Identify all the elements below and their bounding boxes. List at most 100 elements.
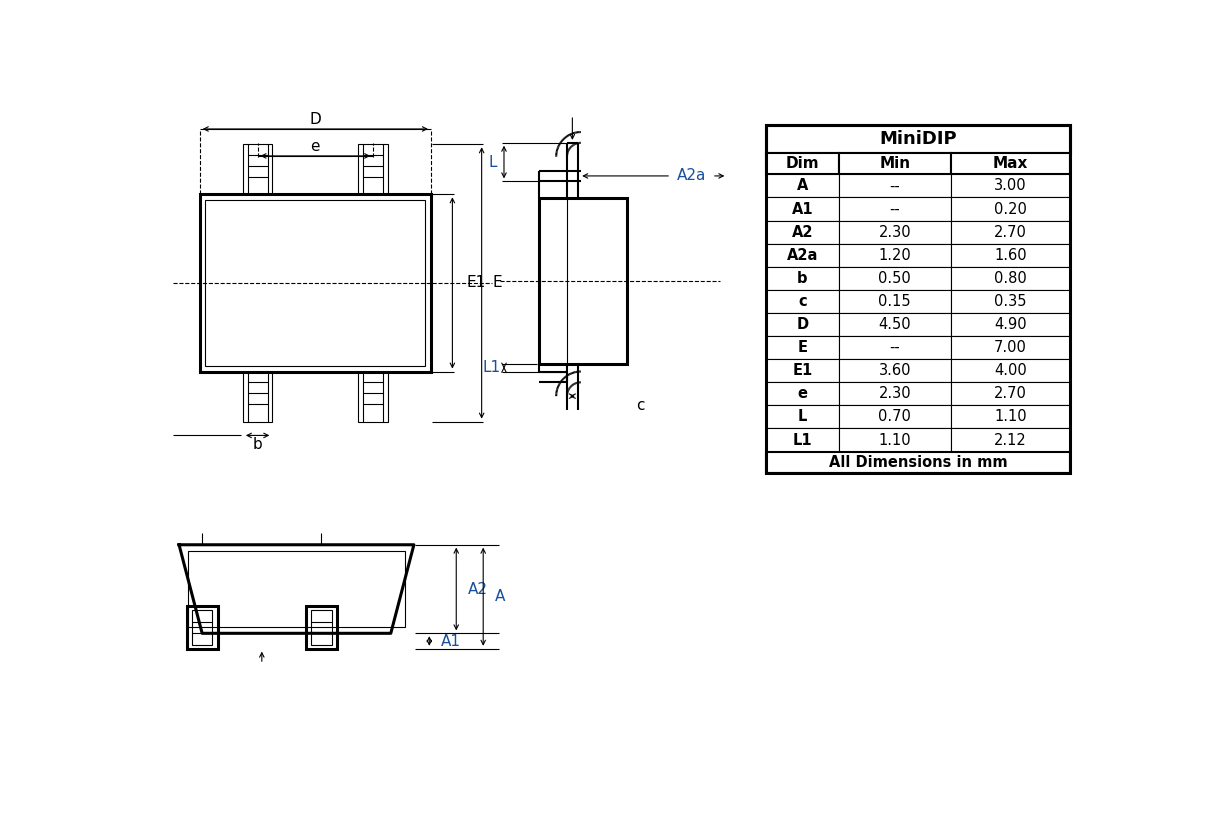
Bar bbox=[951, 197, 1070, 221]
Bar bbox=[766, 174, 839, 197]
Text: 2.70: 2.70 bbox=[994, 386, 1027, 402]
Bar bbox=[205, 200, 425, 366]
Bar bbox=[951, 359, 1070, 382]
Bar bbox=[539, 198, 627, 364]
Bar bbox=[951, 382, 1070, 406]
Text: 7.00: 7.00 bbox=[994, 340, 1027, 355]
Text: 1.20: 1.20 bbox=[878, 248, 911, 263]
Bar bbox=[839, 197, 951, 221]
Text: A1: A1 bbox=[441, 633, 460, 649]
Text: A2a: A2a bbox=[677, 169, 706, 183]
Bar bbox=[839, 290, 951, 313]
Text: Dim: Dim bbox=[786, 156, 819, 171]
Text: --: -- bbox=[889, 340, 900, 355]
Bar bbox=[766, 244, 839, 267]
Text: b: b bbox=[798, 271, 807, 285]
Text: A2a: A2a bbox=[787, 248, 818, 263]
Text: --: -- bbox=[889, 201, 900, 217]
Text: 2.30: 2.30 bbox=[878, 225, 911, 240]
Text: b: b bbox=[253, 437, 263, 452]
Text: L1: L1 bbox=[483, 360, 501, 375]
Text: E1: E1 bbox=[466, 276, 486, 290]
Text: 0.70: 0.70 bbox=[878, 410, 911, 425]
Text: L1: L1 bbox=[793, 433, 812, 447]
Bar bbox=[839, 313, 951, 336]
Text: A: A bbox=[495, 589, 505, 605]
Text: Min: Min bbox=[880, 156, 910, 171]
Text: 1.10: 1.10 bbox=[878, 433, 911, 447]
Bar bbox=[306, 606, 337, 649]
Bar bbox=[243, 371, 272, 421]
Text: 0.35: 0.35 bbox=[994, 294, 1027, 309]
Text: 2.12: 2.12 bbox=[994, 433, 1027, 447]
Bar bbox=[766, 125, 1070, 153]
Text: e: e bbox=[311, 139, 321, 154]
Text: L: L bbox=[489, 155, 498, 169]
Text: 4.50: 4.50 bbox=[878, 317, 911, 332]
Text: D: D bbox=[797, 317, 809, 332]
Bar bbox=[839, 406, 951, 429]
Text: 3.00: 3.00 bbox=[994, 178, 1027, 193]
Bar bbox=[839, 382, 951, 406]
Bar bbox=[951, 221, 1070, 244]
Text: 1.60: 1.60 bbox=[994, 248, 1027, 263]
Bar bbox=[358, 371, 388, 421]
Text: 3.60: 3.60 bbox=[878, 363, 911, 378]
Bar bbox=[951, 174, 1070, 197]
Text: 2.70: 2.70 bbox=[994, 225, 1027, 240]
Text: E: E bbox=[493, 276, 502, 290]
Bar bbox=[188, 551, 405, 627]
Text: E: E bbox=[798, 340, 807, 355]
Bar bbox=[192, 610, 212, 645]
Text: A1: A1 bbox=[792, 201, 813, 217]
Text: 1.10: 1.10 bbox=[994, 410, 1027, 425]
Bar bbox=[951, 336, 1070, 359]
Text: Max: Max bbox=[993, 156, 1028, 171]
Bar bbox=[766, 452, 1070, 473]
Bar bbox=[839, 336, 951, 359]
Bar bbox=[358, 144, 388, 195]
Bar bbox=[839, 267, 951, 290]
Text: 0.15: 0.15 bbox=[878, 294, 911, 309]
Text: All Dimensions in mm: All Dimensions in mm bbox=[829, 455, 1007, 470]
Bar bbox=[839, 221, 951, 244]
Bar bbox=[311, 610, 331, 645]
Text: E1: E1 bbox=[792, 363, 812, 378]
Text: c: c bbox=[798, 294, 806, 309]
Bar bbox=[839, 359, 951, 382]
Bar bbox=[766, 197, 839, 221]
Bar bbox=[951, 244, 1070, 267]
Text: L: L bbox=[798, 410, 807, 425]
Text: 2.30: 2.30 bbox=[878, 386, 911, 402]
Text: A2: A2 bbox=[468, 582, 488, 596]
Bar bbox=[766, 336, 839, 359]
Text: 4.90: 4.90 bbox=[994, 317, 1027, 332]
Bar bbox=[951, 429, 1070, 452]
Text: --: -- bbox=[889, 178, 900, 193]
Bar bbox=[766, 153, 839, 174]
Bar bbox=[766, 382, 839, 406]
Bar bbox=[839, 429, 951, 452]
Bar bbox=[839, 174, 951, 197]
Bar bbox=[187, 606, 218, 649]
Bar bbox=[951, 290, 1070, 313]
Bar bbox=[766, 429, 839, 452]
Bar bbox=[839, 244, 951, 267]
Bar bbox=[766, 406, 839, 429]
Bar bbox=[766, 125, 1070, 473]
Bar bbox=[766, 290, 839, 313]
Bar bbox=[766, 359, 839, 382]
Text: c: c bbox=[636, 398, 645, 413]
Bar bbox=[766, 313, 839, 336]
Text: e: e bbox=[798, 386, 807, 402]
Text: 0.50: 0.50 bbox=[878, 271, 911, 285]
Text: MiniDIP: MiniDIP bbox=[880, 130, 957, 148]
Text: A2: A2 bbox=[792, 225, 813, 240]
Bar bbox=[766, 267, 839, 290]
Text: A: A bbox=[797, 178, 809, 193]
Bar bbox=[766, 221, 839, 244]
Text: D: D bbox=[310, 112, 322, 128]
Bar bbox=[243, 144, 272, 195]
Text: 4.00: 4.00 bbox=[994, 363, 1027, 378]
Bar bbox=[200, 195, 431, 371]
